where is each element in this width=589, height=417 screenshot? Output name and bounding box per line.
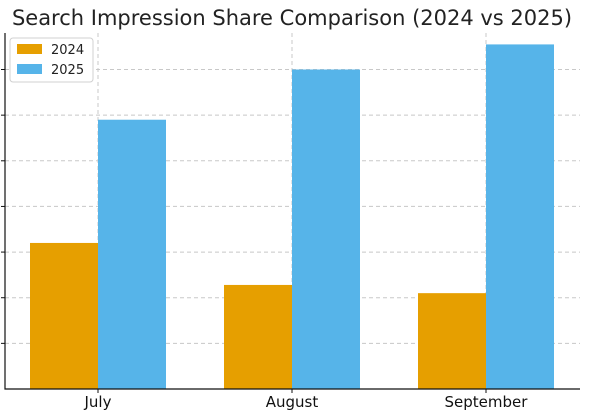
x-tick-labels: July August September <box>84 389 529 411</box>
legend: 2024 2025 <box>9 37 94 83</box>
x-tick-label: September <box>445 393 529 411</box>
legend-swatch-2024 <box>17 44 42 54</box>
x-tick-label: August <box>266 393 319 411</box>
legend-swatch-2025 <box>17 64 42 74</box>
bar-2024-september <box>418 293 486 389</box>
legend-label-2025: 2025 <box>51 63 84 78</box>
bar-2025-september <box>486 44 554 390</box>
bars <box>30 44 554 390</box>
bar-2025-august <box>292 69 360 389</box>
legend-label-2024: 2024 <box>51 43 84 58</box>
bar-2025-july <box>98 119 166 389</box>
plot-axes <box>4 33 580 390</box>
chart-title: Search Impression Share Comparison (2024… <box>12 6 572 30</box>
x-tick-label: July <box>84 393 112 411</box>
bar-2024-july <box>30 242 98 389</box>
bar-2024-august <box>224 284 292 389</box>
